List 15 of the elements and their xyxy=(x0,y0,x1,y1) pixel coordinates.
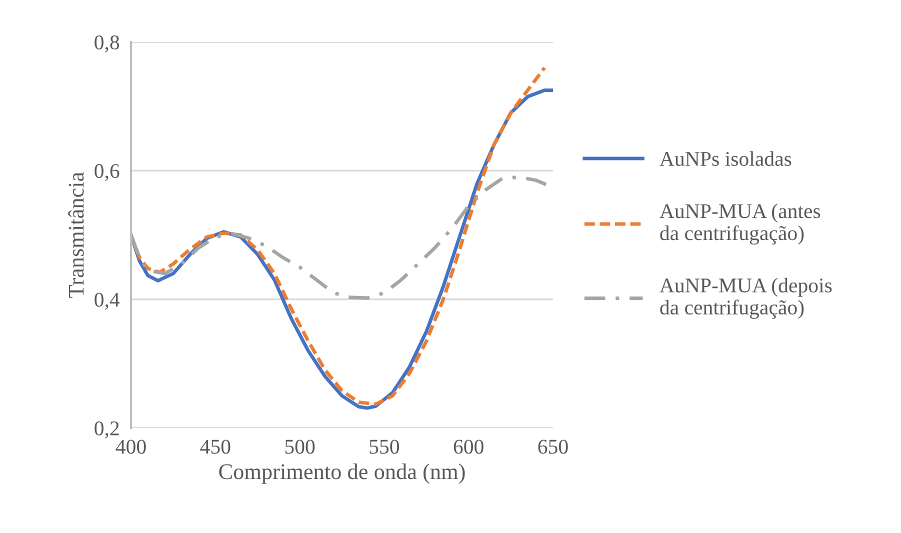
x-tick-label: 600 xyxy=(454,440,484,454)
x-tick-label: 550 xyxy=(370,440,400,454)
y-tick-label: 0,6 xyxy=(94,164,120,182)
y-tick-label: 0,8 xyxy=(94,35,120,52)
x-tick-label: 500 xyxy=(285,440,315,454)
x-tick-label: 400 xyxy=(116,440,146,454)
y-tick-label: 0,2 xyxy=(94,421,119,438)
x-axis-title: Comprimento de onda (nm) xyxy=(219,464,465,484)
y-axis-title: Transmitância xyxy=(68,172,84,298)
legend-label: AuNP-MUA (depois da centrifugação) xyxy=(660,278,832,319)
legend-label: AuNPs isoladas xyxy=(660,151,792,166)
y-tick-label: 0,4 xyxy=(94,292,120,310)
x-tick-label: 450 xyxy=(200,440,230,454)
legend-label: AuNP-MUA (antes da centrifugação) xyxy=(660,204,820,245)
x-tick-label: 650 xyxy=(538,440,568,454)
